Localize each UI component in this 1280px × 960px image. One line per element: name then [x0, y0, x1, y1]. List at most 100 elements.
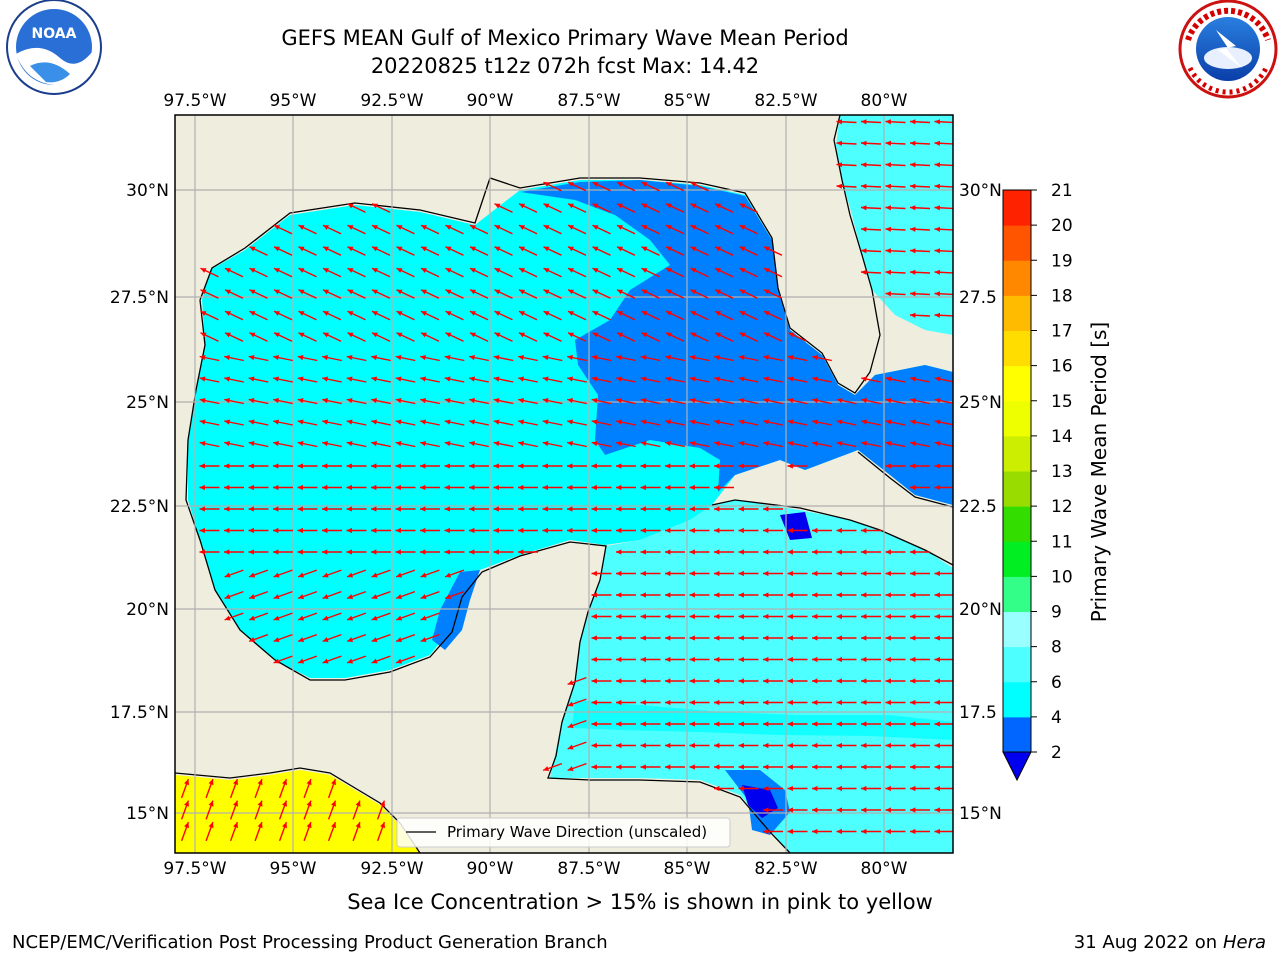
wave-arrow-head [666, 332, 672, 338]
wave-arrow-head [812, 764, 818, 770]
wave-arrow-head [444, 527, 450, 534]
wave-arrow-head [861, 419, 867, 425]
wave-arrow-head [861, 205, 867, 211]
wave-arrow-head [616, 570, 622, 577]
wave-arrow-head [322, 572, 329, 578]
wave-arrow-head [910, 635, 916, 641]
wave-arrow-head [665, 376, 671, 382]
wave-arrow-head [282, 779, 287, 786]
wave-arrow-head [934, 656, 940, 663]
wave-arrow-head [640, 635, 646, 641]
wave-arrow-head [910, 312, 916, 318]
wave-arrow-head [395, 506, 401, 512]
wave-arrow-head [444, 376, 451, 382]
wave-arrow-head [444, 484, 450, 491]
wave-arrow-head [249, 311, 256, 316]
wave-arrow-head [787, 742, 793, 749]
wave-arrow-head [591, 613, 597, 620]
wave-arrow-head [592, 311, 599, 316]
wave-arrow-head [885, 119, 891, 125]
wave-arrow-head [885, 226, 891, 232]
colorbar-tick-label: 17 [1051, 322, 1073, 342]
wave-arrow-head [420, 355, 426, 361]
wave-arrow-head [788, 332, 795, 338]
wave-arrow-head [273, 594, 280, 599]
wave-arrow-head [518, 398, 524, 404]
wave-arrow-head [885, 764, 891, 770]
wave-arrow-head [322, 506, 328, 512]
wave-arrow-head [910, 613, 916, 620]
wave-arrow-head [347, 203, 354, 209]
wave-arrow-head [322, 398, 328, 404]
wave-arrow-head [249, 637, 256, 642]
wave-arrow-head [273, 463, 279, 469]
wave-arrow-head [861, 699, 867, 706]
wave-arrow-head [739, 225, 746, 230]
chart-subtitle: 20220825 t12z 072h fcst Max: 14.42 [370, 54, 760, 78]
lon-label: 82.5°W [754, 859, 817, 879]
wave-arrow-head [910, 376, 916, 382]
wave-arrow-head [714, 656, 720, 663]
wave-arrow-head [542, 355, 549, 361]
wave-arrow-head [738, 570, 744, 577]
wave-arrow-head [690, 289, 697, 295]
colorbar-tick-label: 13 [1051, 462, 1073, 482]
wave-arrow-head [444, 419, 451, 425]
wave-arrow-head [371, 355, 377, 361]
wave-arrow-head [322, 484, 328, 491]
wave-arrow-head [199, 549, 205, 555]
wave-arrow-head [738, 699, 744, 706]
wave-arrow-head [297, 398, 304, 404]
wave-arrow-head [274, 311, 280, 316]
wave-arrow-head [420, 419, 426, 425]
wave-arrow-head [396, 594, 403, 599]
wave-arrow-head [739, 246, 746, 252]
wave-arrow-head [738, 678, 744, 684]
wave-arrow-head [787, 613, 793, 620]
graticule [175, 115, 953, 853]
wave-arrow-head [396, 658, 403, 664]
wave-arrow-head [714, 785, 720, 792]
wave-arrow-head [885, 398, 892, 404]
wave-arrow-head [274, 225, 280, 230]
wave-arrow-head [445, 594, 452, 599]
wave-arrow-head [836, 183, 842, 189]
colorbar-segment [1003, 190, 1031, 226]
wave-arrow-head [763, 613, 769, 620]
wave-arrow-head [233, 800, 238, 807]
wave-arrow-head [591, 742, 597, 749]
wave-arrow-head [420, 463, 426, 469]
wave-arrow-head [910, 463, 916, 469]
wave-arrow-head [836, 764, 842, 770]
wave-arrow-head [861, 570, 867, 577]
wave-arrow-head [395, 398, 402, 404]
wave-arrow-head [934, 441, 941, 447]
wave-arrow-head [248, 441, 255, 447]
wave-arrow-head [355, 822, 361, 829]
wave-arrow-head [812, 527, 818, 534]
wave-arrow-head [592, 289, 599, 295]
colorbar: 2 4 6 8 9 10 11 12 13 14 15 16 17 18 19 20 21 [1002, 181, 1073, 782]
wave-arrow-head [616, 484, 622, 491]
wave-arrow-head [396, 332, 403, 338]
wave-arrow-head [543, 225, 550, 230]
wave-arrow-head [836, 828, 842, 835]
wave-arrow-head [836, 549, 842, 555]
wave-arrow-head [494, 289, 501, 295]
wave-arrow-head [519, 289, 525, 295]
wave-arrow-head [346, 527, 352, 534]
wave-arrow-head [763, 398, 769, 404]
wave-arrow-head [763, 742, 769, 749]
wave-arrow-head [543, 182, 550, 187]
wave-arrow-head [346, 463, 352, 469]
colorbar-segment [1003, 330, 1031, 367]
wave-arrow-head [934, 119, 940, 125]
wave-arrow-head [493, 527, 499, 534]
wave-arrow-head [665, 742, 671, 749]
wave-arrow-head [494, 311, 501, 316]
wave-arrow-head [714, 764, 720, 770]
lon-label: 85°W [664, 859, 711, 879]
wave-arrow-head [738, 419, 745, 425]
wave-arrow-head [297, 355, 304, 361]
wave-arrow-head [640, 463, 646, 469]
